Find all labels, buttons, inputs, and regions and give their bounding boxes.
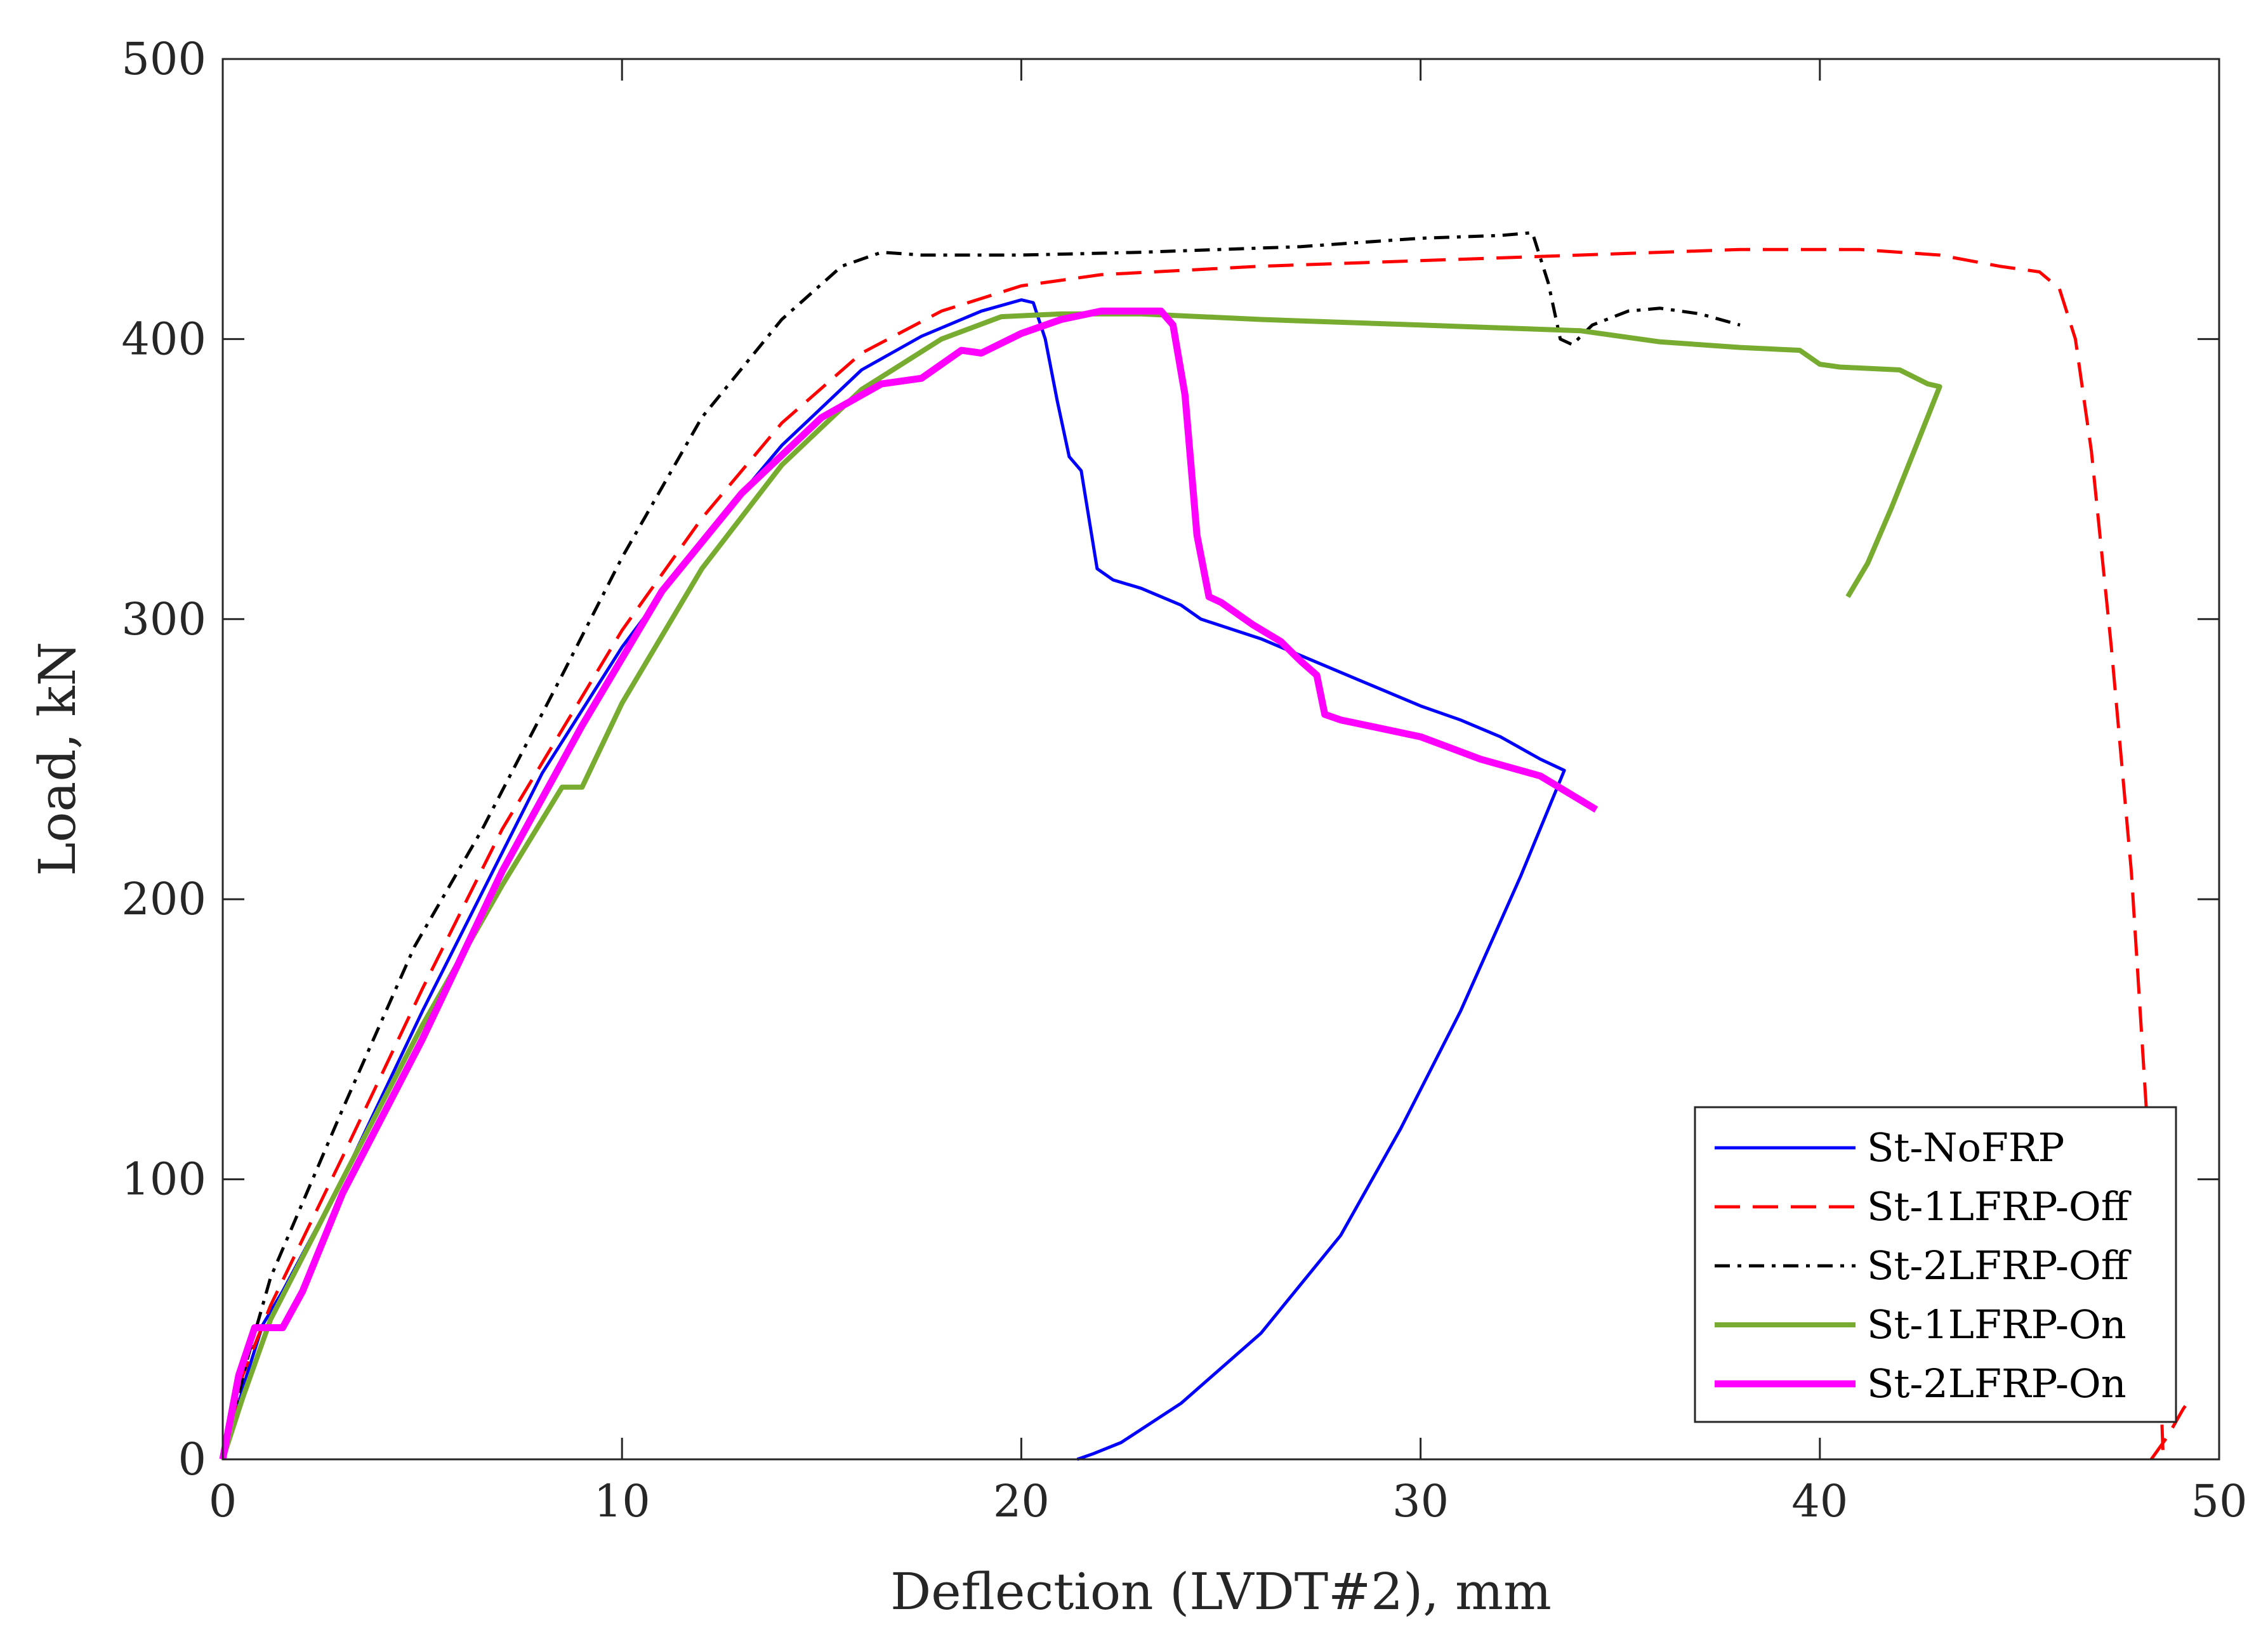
x-tick-label: 30 [1392, 1475, 1449, 1527]
x-axis-label: Deflection (LVDT#2), mm [890, 1562, 1552, 1621]
series-line-st-nofrp [221, 298, 1566, 1461]
y-tick-label: 300 [121, 593, 206, 645]
legend-items: St-NoFRP St-1LFRP-Off St-2LFRP-Off St-1LFRP… [1715, 1124, 2132, 1407]
legend: St-NoFRP St-1LFRP-Off St-2LFRP-Off St-1LFRP… [1694, 1106, 2177, 1423]
x-tick-label: 0 [209, 1475, 237, 1527]
series-line-st-1lfrp-off [221, 247, 2165, 1460]
series-line-st-2lfrp-on [219, 307, 1599, 1461]
legend-label: St-NoFRP [1867, 1124, 2064, 1171]
x-tick-label: 40 [1791, 1475, 1848, 1527]
legend-label: St-2LFRP-On [1867, 1360, 2126, 1407]
x-tick-label: 20 [993, 1475, 1050, 1527]
legend-label: St-1LFRP-On [1867, 1301, 2126, 1348]
y-tick-label: 500 [121, 33, 206, 85]
y-tick-label: 200 [121, 873, 206, 925]
series-layer [219, 231, 2189, 1461]
y-tick-label: 0 [178, 1433, 206, 1485]
y-axis-label: Load, kN [28, 641, 87, 876]
y-tick-label: 400 [121, 313, 206, 365]
series-line-st-1lfrp-off-tail [2149, 1402, 2189, 1461]
plot-frame [221, 58, 2220, 1461]
x-tick-label: 50 [2191, 1475, 2247, 1527]
y-tick-label: 100 [121, 1154, 206, 1206]
legend-label: St-2LFRP-Off [1867, 1242, 2132, 1289]
legend-label: St-1LFRP-Off [1867, 1183, 2132, 1230]
x-tick-label: 10 [594, 1475, 650, 1527]
